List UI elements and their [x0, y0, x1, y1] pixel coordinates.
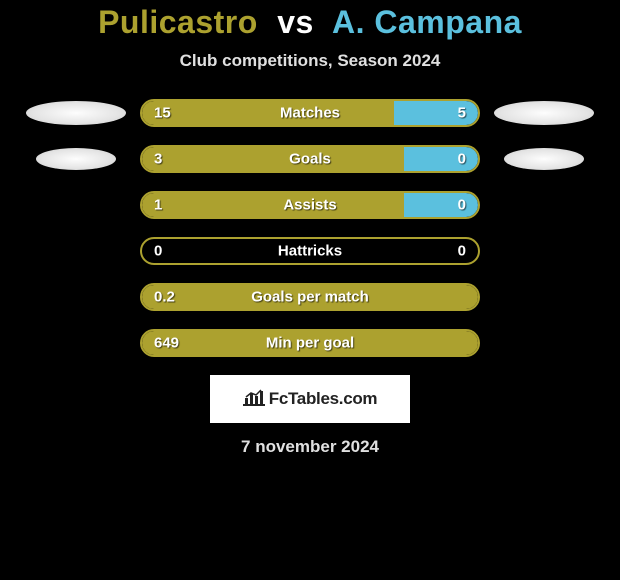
stat-value-p2: 0 — [458, 197, 466, 214]
stat-row: 0 0 Hattricks — [0, 237, 620, 265]
stat-value-p1: 0.2 — [154, 289, 175, 306]
stat-label: Assists — [283, 197, 336, 214]
stat-bar: 649 Min per goal — [140, 329, 480, 357]
page-title: Pulicastro vs A. Campana — [0, 4, 620, 41]
stat-value-p2: 5 — [458, 105, 466, 122]
stat-value-p2: 0 — [458, 151, 466, 168]
title-player1: Pulicastro — [98, 4, 258, 40]
stat-row: 649 Min per goal — [0, 329, 620, 357]
footer-date: 7 november 2024 — [0, 437, 620, 457]
stat-label: Matches — [280, 105, 340, 122]
stat-bar: 1 0 Assists — [140, 191, 480, 219]
stat-value-p1: 1 — [154, 197, 162, 214]
stat-value-p2: 0 — [458, 243, 466, 260]
stat-row: 3 0 Goals — [0, 145, 620, 173]
stat-value-p1: 0 — [154, 243, 162, 260]
stat-row: 1 0 Assists — [0, 191, 620, 219]
stat-label: Goals per match — [251, 289, 369, 306]
footer-logo: FcTables.com — [210, 375, 410, 423]
player2-avatar — [494, 101, 594, 125]
stat-bar: 0.2 Goals per match — [140, 283, 480, 311]
chart-icon — [243, 388, 265, 411]
stat-bar: 15 5 Matches — [140, 99, 480, 127]
stat-value-p1: 3 — [154, 151, 162, 168]
player1-avatar — [26, 101, 126, 125]
stat-row: 15 5 Matches — [0, 99, 620, 127]
player2-avatar — [504, 148, 584, 170]
stat-value-p1: 649 — [154, 335, 179, 352]
footer-logo-text: FcTables.com — [269, 389, 378, 409]
stat-label: Hattricks — [278, 243, 342, 260]
title-player2: A. Campana — [332, 4, 522, 40]
stat-label: Goals — [289, 151, 331, 168]
stat-bar: 0 0 Hattricks — [140, 237, 480, 265]
player1-avatar — [36, 148, 116, 170]
title-vs: vs — [277, 4, 314, 40]
stats-list: 15 5 Matches 3 0 Goals 1 0 Assists 0 0 Hattricks 0.2… — [0, 99, 620, 357]
stat-label: Min per goal — [266, 335, 354, 352]
stat-row: 0.2 Goals per match — [0, 283, 620, 311]
comparison-infographic: Pulicastro vs A. Campana Club competitio… — [0, 0, 620, 457]
stat-value-p1: 15 — [154, 105, 171, 122]
subtitle: Club competitions, Season 2024 — [0, 51, 620, 71]
stat-bar: 3 0 Goals — [140, 145, 480, 173]
